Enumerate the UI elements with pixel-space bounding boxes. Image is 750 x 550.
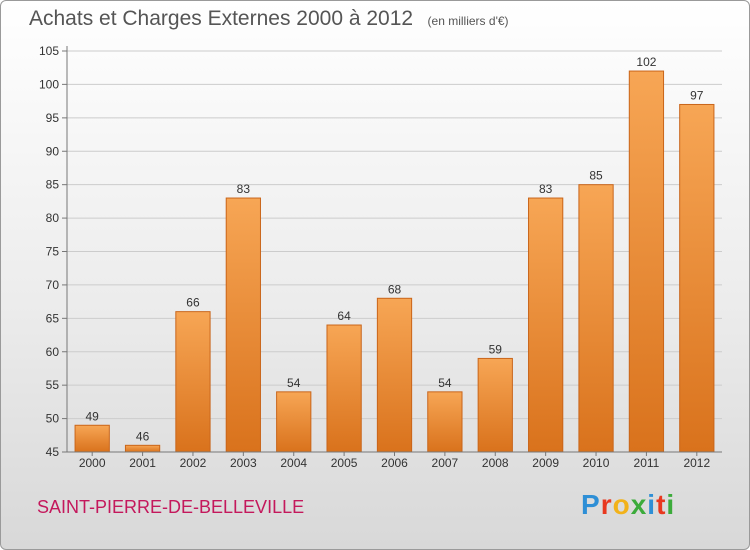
y-tick-label: 100 <box>39 77 59 91</box>
data-label-2000: 49 <box>86 409 100 423</box>
data-label-2001: 46 <box>136 429 150 443</box>
y-tick-label: 105 <box>39 44 59 58</box>
bar-2000 <box>74 424 110 453</box>
logo-letter: x <box>630 489 648 520</box>
y-tick-label: 95 <box>46 111 60 125</box>
logo-letter: r <box>600 489 613 520</box>
bar-2010 <box>578 184 614 453</box>
logo-letter: t <box>656 489 667 520</box>
x-tick-label-2007: 2007 <box>432 456 459 470</box>
logo-letter: o <box>612 489 631 520</box>
chart-title-block: Achats et Charges Externes 2000 à 2012 (… <box>29 7 509 31</box>
logo-letter: P <box>581 489 601 520</box>
logo-letter: i <box>647 489 657 520</box>
x-tick-label-2008: 2008 <box>482 456 509 470</box>
y-tick-label: 90 <box>46 144 60 158</box>
data-label-2008: 59 <box>489 342 503 356</box>
y-tick-label: 80 <box>46 211 60 225</box>
y-tick-label: 50 <box>46 412 60 426</box>
x-tick-label-2005: 2005 <box>331 456 358 470</box>
bar-2007 <box>427 391 463 453</box>
data-label-2002: 66 <box>186 296 200 310</box>
data-label-2011: 102 <box>636 55 656 69</box>
bar-2009 <box>528 197 564 453</box>
y-tick-label: 45 <box>46 445 60 459</box>
y-tick-label: 65 <box>46 311 60 325</box>
x-tick-label-2009: 2009 <box>532 456 559 470</box>
bar-2003 <box>225 197 261 453</box>
x-tick-label-2004: 2004 <box>280 456 307 470</box>
bar-2012 <box>679 103 715 453</box>
x-tick-label-2000: 2000 <box>79 456 106 470</box>
x-tick-label-2003: 2003 <box>230 456 257 470</box>
y-tick-label: 70 <box>46 278 60 292</box>
y-tick-label: 85 <box>46 178 60 192</box>
bar-2001 <box>124 444 161 453</box>
x-tick-label-2002: 2002 <box>180 456 207 470</box>
chart-unit: (en milliers d'€) <box>427 14 509 28</box>
chart-title: Achats et Charges Externes 2000 à 2012 <box>29 7 414 30</box>
data-label-2010: 85 <box>589 169 603 183</box>
x-tick-label-2011: 2011 <box>634 456 660 470</box>
bar-2004 <box>276 391 312 453</box>
commune-name: SAINT-PIERRE-DE-BELLEVILLE <box>37 497 305 517</box>
data-label-2003: 83 <box>237 182 251 196</box>
y-tick-label: 75 <box>46 245 60 259</box>
bar-2006 <box>376 297 413 453</box>
bar-2005 <box>326 324 362 453</box>
x-tick-label-2001: 2001 <box>129 456 156 470</box>
x-axis: 2000 2001 2002 2003 2004 2005 2006 2007 2008 2009… <box>67 451 722 470</box>
x-tick-label-2012: 2012 <box>683 456 710 470</box>
bar-2002 <box>175 311 211 453</box>
data-labels: 49 46 66 83 54 64 68 54 59 83 85 102 97 <box>86 55 704 443</box>
bar-2011 <box>628 70 665 453</box>
bars <box>74 70 715 453</box>
x-tick-label-2010: 2010 <box>583 456 610 470</box>
data-label-2012: 97 <box>690 88 704 102</box>
y-tick-label: 60 <box>46 345 60 359</box>
data-label-2006: 68 <box>388 282 402 296</box>
y-tick-label: 55 <box>46 378 60 392</box>
x-tick-label-2006: 2006 <box>381 456 408 470</box>
data-label-2005: 64 <box>337 309 351 323</box>
data-label-2007: 54 <box>438 376 452 390</box>
proxiti-logo: Proxiti <box>581 489 675 521</box>
y-axis: 45 50 55 60 65 70 75 80 85 90 95 100 105 <box>39 44 68 459</box>
data-label-2009: 83 <box>539 182 553 196</box>
data-label-2004: 54 <box>287 376 301 390</box>
bar-2008 <box>477 357 513 453</box>
logo-letter: i <box>666 489 676 520</box>
